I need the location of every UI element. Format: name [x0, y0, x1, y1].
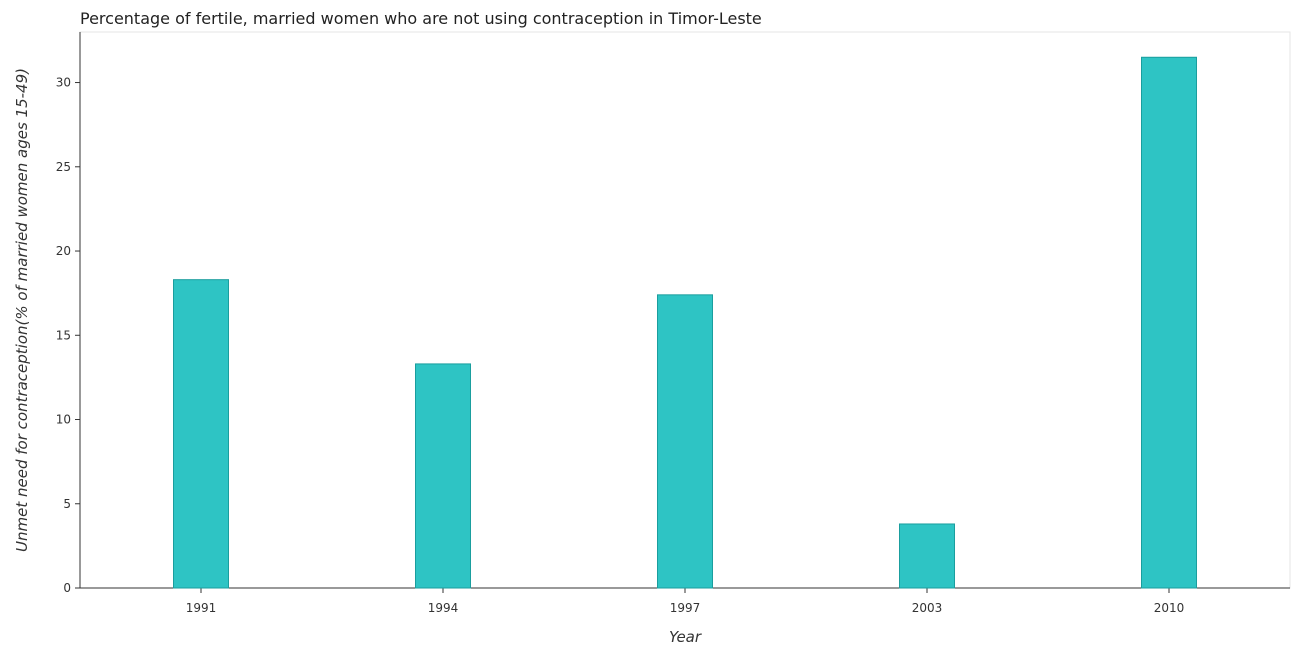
- x-tick-label: 1991: [186, 601, 217, 615]
- bars-group: [173, 56, 1197, 589]
- y-axis-label: Unmet need for contraception(% of marrie…: [13, 68, 31, 552]
- bar: [899, 523, 955, 589]
- y-tick-label: 15: [56, 328, 71, 342]
- y-tick-label: 5: [63, 497, 71, 511]
- y-tick-label: 20: [56, 244, 71, 258]
- x-tick-label: 1994: [428, 601, 459, 615]
- y-tick-label: 10: [56, 413, 71, 427]
- chart-title: Percentage of fertile, married women who…: [80, 9, 762, 28]
- x-tick-label: 2010: [1154, 601, 1185, 615]
- y-tick-label: 30: [56, 76, 71, 90]
- x-axis-label: Year: [669, 628, 702, 646]
- bar: [173, 279, 229, 589]
- bar: [415, 363, 471, 589]
- y-axis: 0 5 10 15 20 25 30: [56, 32, 81, 595]
- y-tick-label: 25: [56, 160, 71, 174]
- x-tick-label: 1997: [670, 601, 701, 615]
- x-tick-label: 2003: [912, 601, 943, 615]
- bar: [657, 294, 713, 589]
- bar: [1141, 56, 1197, 589]
- x-axis: 1991 1994 1997 2003 2010: [80, 587, 1290, 615]
- y-tick-label: 0: [63, 581, 71, 595]
